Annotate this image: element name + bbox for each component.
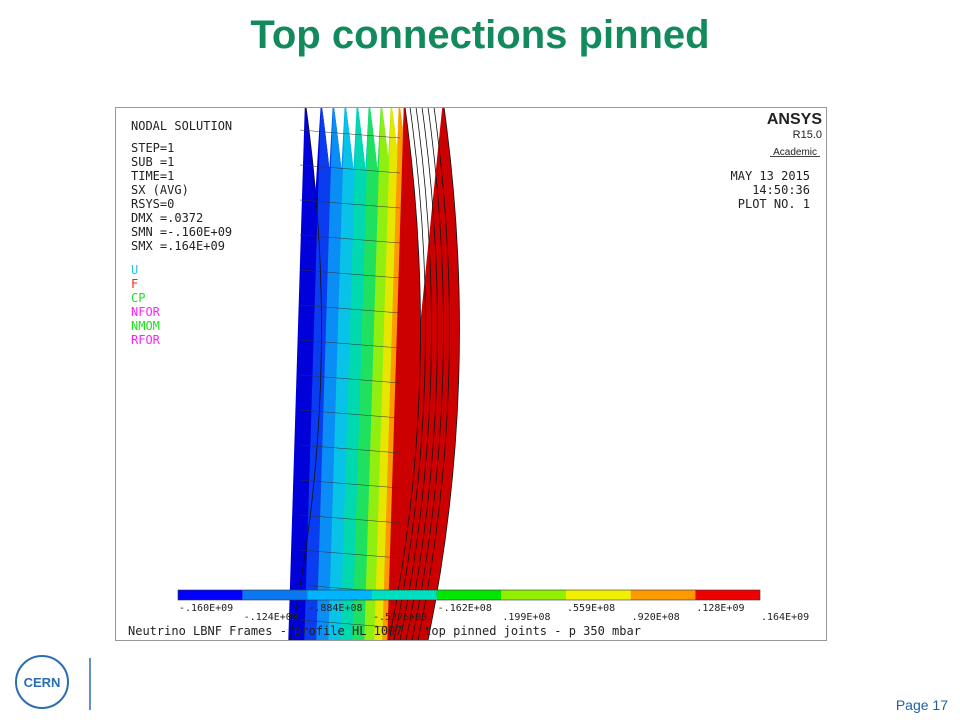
mesh-line [417,108,450,640]
color-bar-segment [501,590,566,600]
color-bar-label: -.162E+08 [438,603,492,614]
legend-label: F [131,277,138,291]
legend-label: NFOR [131,305,161,319]
info-line: DMX =.0372 [131,211,203,225]
color-bar-segment [695,590,760,600]
mesh-line [299,199,401,209]
color-bar-label: .559E+08 [567,603,615,614]
mesh-line [405,108,438,640]
color-bar-segment [630,590,696,600]
rule [770,156,820,157]
info-line: RSYS=0 [131,197,174,211]
mesh-line [299,514,401,524]
mesh-line [299,339,401,349]
mesh-line [299,129,401,139]
mesh-line [388,108,421,640]
color-bar: -.160E+09 -.124E+09 -.884E+08 -.527E+08 -.16… [177,589,809,623]
slide-title: Top connections pinned [250,13,709,57]
info-line: STEP=1 [131,141,174,155]
info-line: TIME=1 [131,169,174,183]
date: MAY 13 2015 [731,169,810,183]
info-line: SUB =1 [131,155,174,169]
color-bar-label: .920E+08 [632,612,680,623]
beam-band [387,108,460,640]
mesh-line [299,549,401,559]
color-bar-label: -.160E+09 [179,603,233,614]
legend-label: NMOM [131,319,160,333]
mesh-line [399,108,432,640]
color-bar-segment [307,590,372,600]
color-bar-label: .199E+08 [502,612,550,623]
legend-label: RFOR [131,333,161,347]
mesh-line [299,444,401,454]
info-line: SMN =-.160E+09 [131,225,232,239]
color-bar-frame [177,589,761,601]
mesh-line [299,269,401,279]
mesh-line [393,108,426,640]
beam [288,108,460,640]
mesh-line [427,108,460,640]
info-line: NODAL SOLUTION [131,119,232,133]
color-bar-label: .128E+09 [696,603,744,614]
mesh-line [299,304,401,314]
page-number: Page 17 [896,697,948,713]
version: R15.0 [793,129,822,141]
mesh-line [299,374,401,384]
color-bar-segment [242,590,308,600]
color-bar-segment [178,590,243,600]
caption: Neutrino LBNF Frames - profile HL 1007 -… [128,624,641,638]
logo-text: CERN [24,675,61,690]
legend-label: CP [131,291,145,305]
mesh-line [411,108,444,640]
plot-number: PLOT NO. 1 [738,197,810,211]
info-line: SX (AVG) [131,183,189,197]
mesh-line [299,164,401,174]
mesh-line [289,108,322,640]
color-bar-segment [566,590,631,600]
mesh-line [299,409,401,419]
mesh-line [299,234,401,244]
info-line: SMX =.164E+09 [131,239,225,253]
edition: Academic [773,147,817,158]
mesh-line [299,619,401,629]
mesh-line [299,479,401,489]
brand: ANSYS [767,111,822,128]
logo-circle [15,655,69,709]
time: 14:50:36 [752,183,810,197]
legend-label: U [131,263,138,277]
color-bar-label: -.124E+09 [244,612,298,623]
plot-frame [115,107,827,641]
color-bar-label: -.884E+08 [308,603,362,614]
color-bar-label: .164E+09 [761,612,809,623]
color-bar-segment [436,590,502,600]
color-bar-label: -.527E+08 [373,612,427,623]
color-bar-segment [372,590,437,600]
